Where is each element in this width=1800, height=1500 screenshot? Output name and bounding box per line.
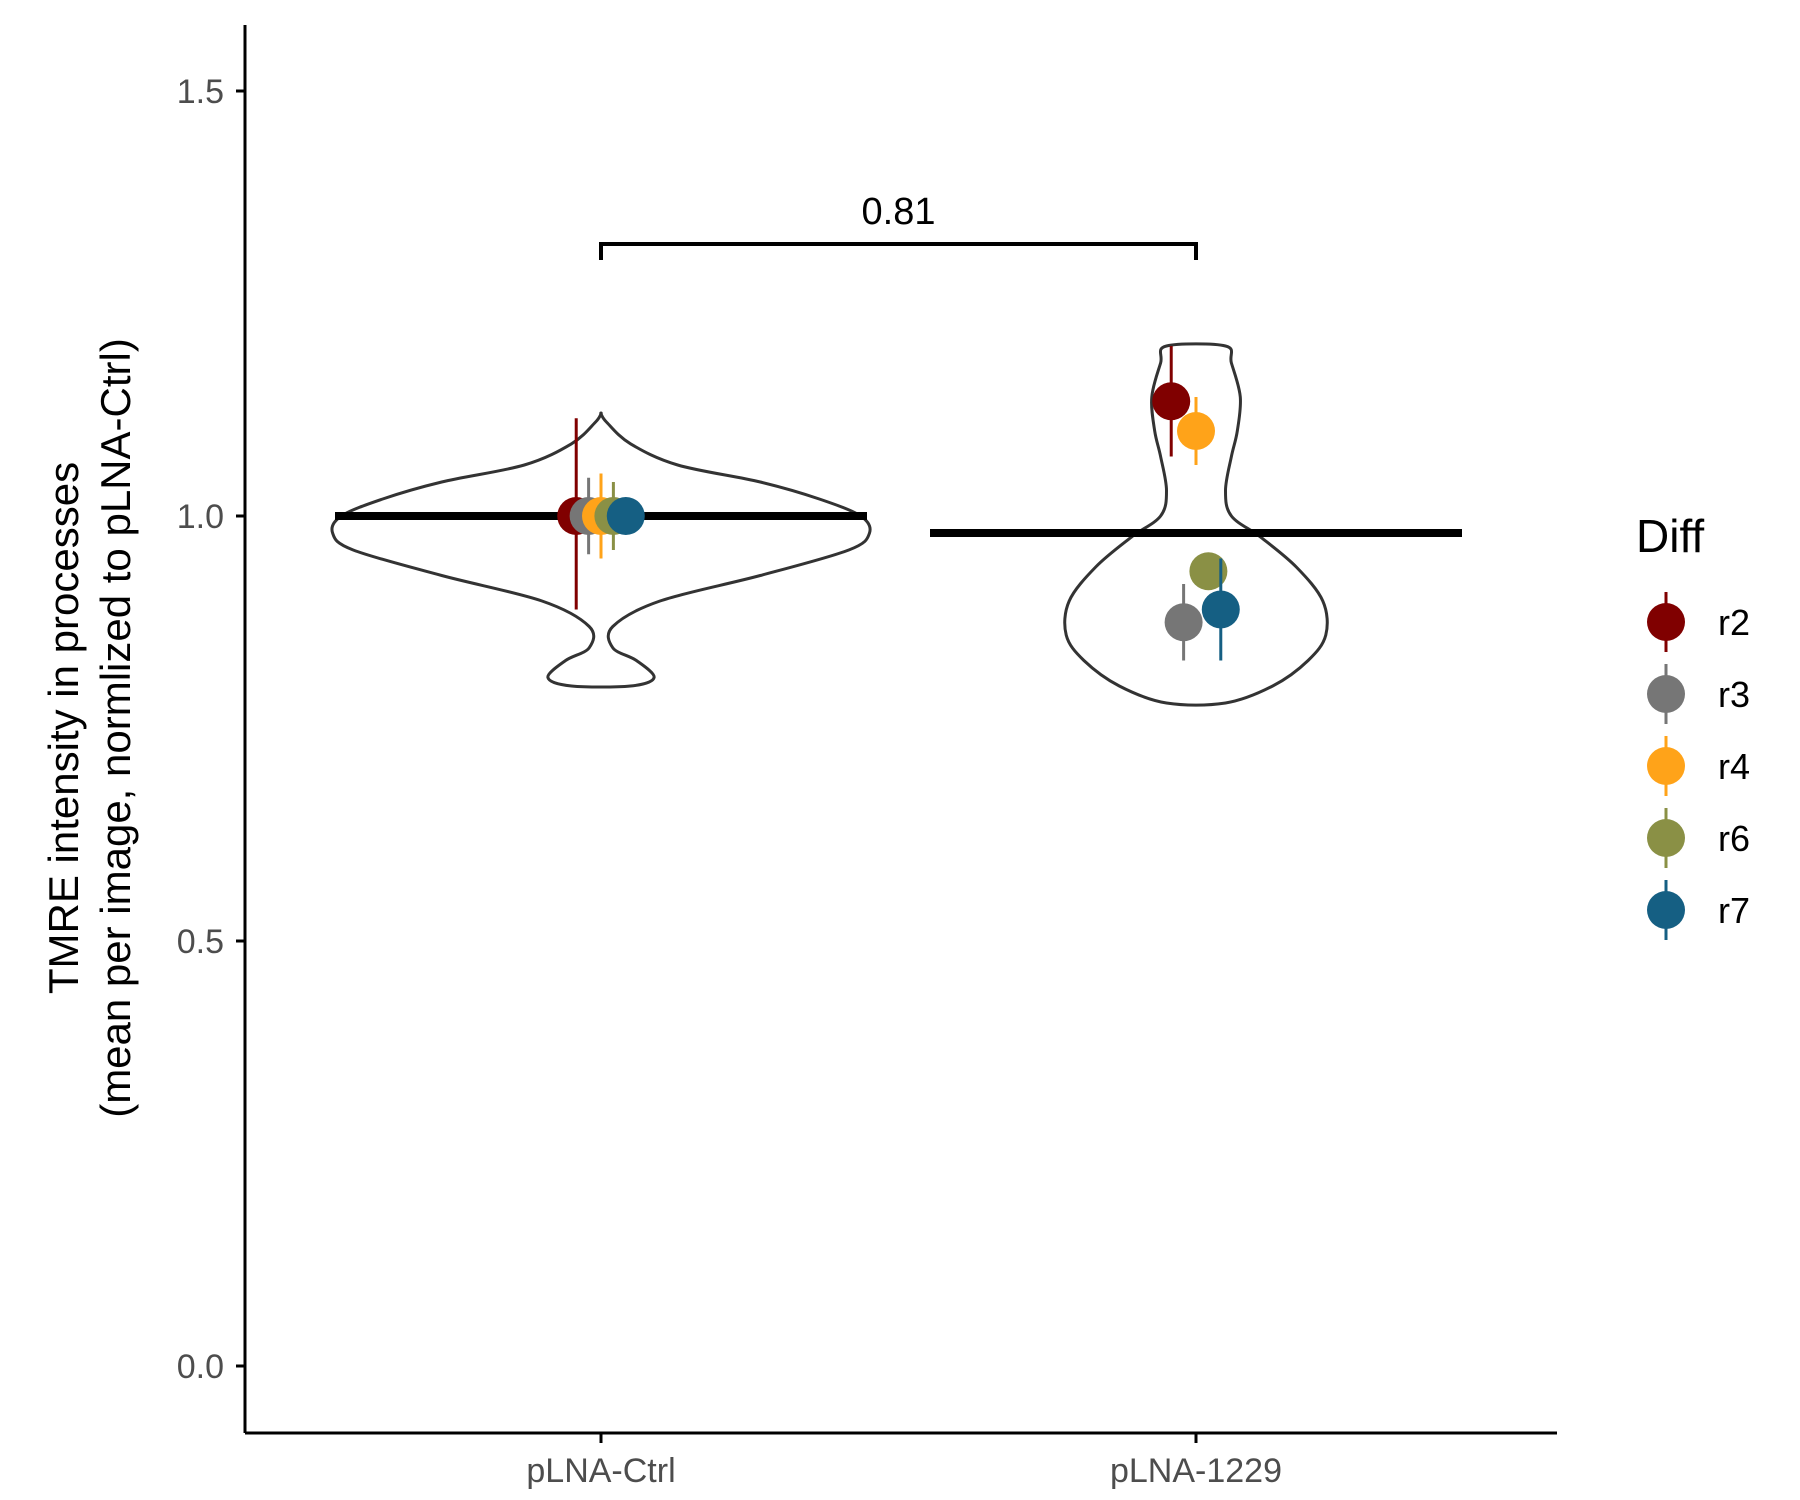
- data-point: [606, 497, 645, 535]
- legend-key-dot: [1647, 675, 1685, 713]
- legend-item-r7: r7: [1647, 880, 1750, 940]
- y-axis-title-line2: (mean per image, normlized to pLNA-Ctrl): [92, 338, 139, 1118]
- legend-key-dot: [1647, 819, 1685, 857]
- y-ticks: 0.0 0.5 1.0 1.5: [177, 73, 245, 1386]
- comparison-p-value-label: 0.81: [862, 191, 936, 233]
- data-point: [1177, 412, 1215, 450]
- point-r7-plna-ctrl: [606, 497, 645, 535]
- legend-item-r4: r4: [1647, 736, 1750, 796]
- legend-item-r6: r6: [1647, 808, 1750, 868]
- y-axis-title-line1: TMRE intensity in processes: [40, 462, 87, 994]
- data-point: [1164, 603, 1203, 642]
- point-r7-plna-1229: [1201, 558, 1240, 661]
- y-tick-label: 1.0: [177, 498, 224, 536]
- y-tick-label: 0.5: [177, 923, 224, 961]
- comparison-bracket-path: [599, 242, 1198, 260]
- point-r4-plna-1229: [1177, 397, 1215, 465]
- legend-label: r7: [1718, 890, 1750, 931]
- legend-label: r2: [1718, 602, 1750, 643]
- violin-plna-1229: [1063, 342, 1329, 707]
- violin-plna-ctrl: [330, 411, 872, 689]
- point-r6-plna-1229: [1189, 552, 1228, 591]
- legend-item-r2: r2: [1647, 592, 1750, 652]
- point-r2-plna-1229: [1152, 346, 1191, 457]
- y-tick-label: 1.5: [177, 73, 224, 111]
- point-r3-plna-1229: [1164, 584, 1203, 661]
- legend-key-dot: [1647, 891, 1685, 929]
- legend-label: r3: [1718, 674, 1750, 715]
- y-tick-label: 0.0: [177, 1348, 224, 1386]
- violins-layer: [330, 342, 1329, 707]
- points-layer: [557, 346, 1240, 661]
- data-point: [1152, 382, 1191, 421]
- legend-key-dot: [1647, 603, 1685, 641]
- legend-key-dot: [1647, 747, 1685, 785]
- data-point: [1189, 552, 1228, 591]
- axes: 0.0 0.5 1.0 1.5 pLNA-Ctrl pLNA-1229: [177, 25, 1557, 1490]
- legend-title: Diff: [1636, 510, 1704, 562]
- comparison-bracket: 0.81: [599, 191, 1198, 260]
- data-point: [1201, 590, 1240, 629]
- legend-label: r4: [1718, 746, 1750, 787]
- mean-lines-layer: [335, 512, 1462, 537]
- legend-item-r3: r3: [1647, 664, 1750, 724]
- x-tick-label: pLNA-Ctrl: [526, 1452, 675, 1490]
- legend: Diff r2 r3 r4 r6 r7: [1636, 510, 1750, 940]
- legend-label: r6: [1718, 818, 1750, 859]
- x-tick-label: pLNA-1229: [1110, 1452, 1282, 1490]
- x-ticks: pLNA-Ctrl pLNA-1229: [526, 1433, 1282, 1490]
